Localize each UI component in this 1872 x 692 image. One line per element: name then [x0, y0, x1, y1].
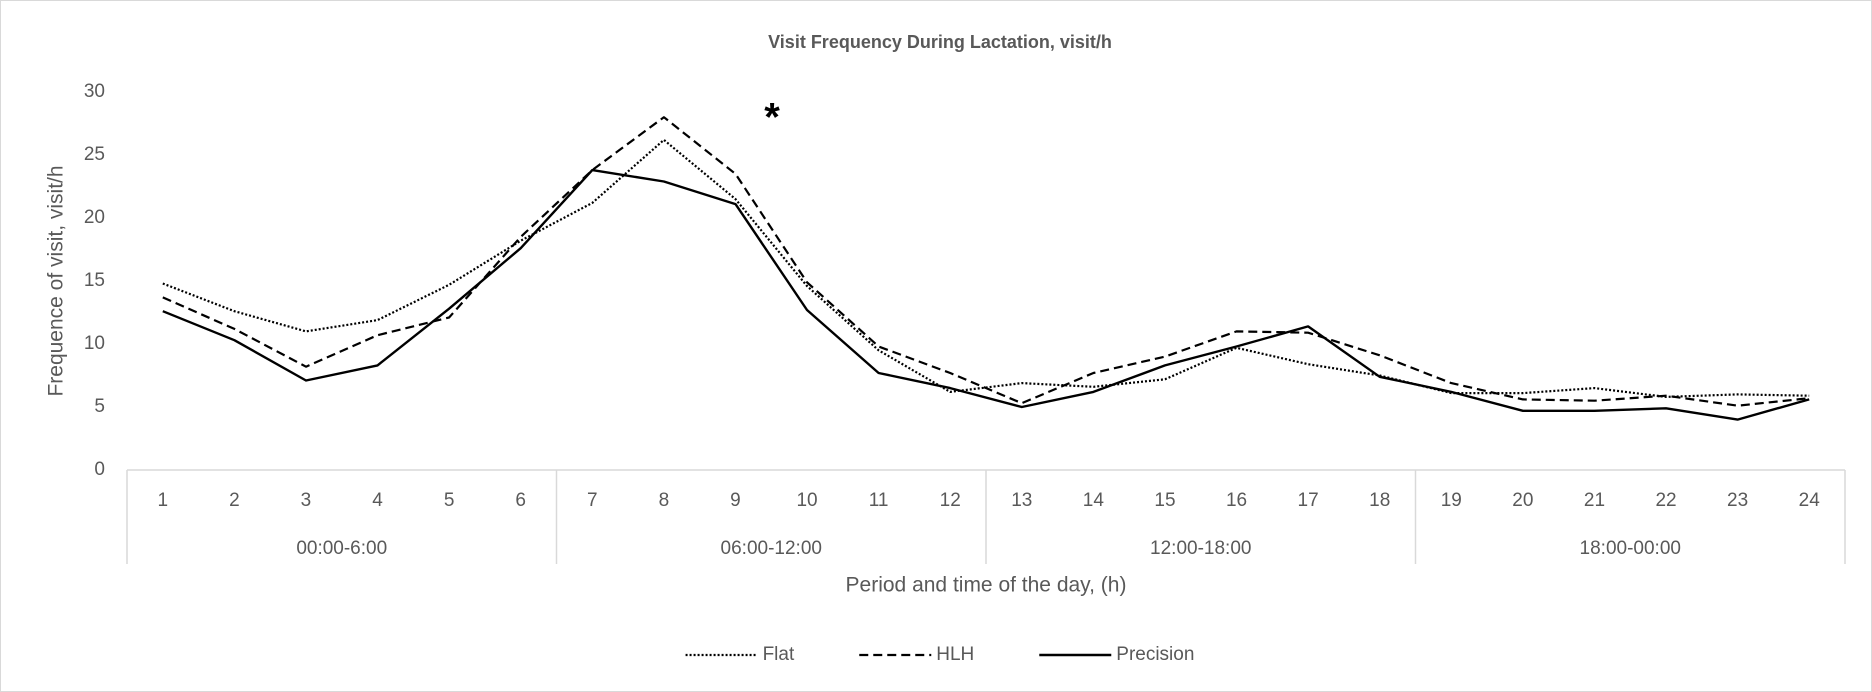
annotation: * [764, 96, 780, 140]
y-tick-label: 10 [84, 333, 105, 354]
y-tick-label: 5 [94, 396, 105, 417]
group-label: 18:00-00:00 [1580, 538, 1681, 559]
y-tick-label: 15 [84, 270, 105, 291]
y-tick-label: 30 [84, 81, 105, 102]
y-tick-label: 25 [84, 144, 105, 165]
y-tick-label: 20 [84, 207, 105, 228]
x-tick-label: 12 [940, 490, 961, 511]
x-tick-label: 10 [796, 490, 817, 511]
x-tick-label: 16 [1226, 490, 1247, 511]
x-tick-label: 18 [1369, 490, 1390, 511]
x-tick-label: 22 [1655, 490, 1676, 511]
legend-label: HLH [936, 644, 974, 665]
x-axis-title: Period and time of the day, (h) [846, 574, 1127, 597]
x-tick-label: 13 [1011, 490, 1032, 511]
x-tick-label: 2 [229, 490, 240, 511]
chart-title: Visit Frequency During Lactation, visit/… [768, 32, 1112, 52]
group-label: 00:00-6:00 [296, 538, 387, 559]
x-tick-label: 17 [1298, 490, 1319, 511]
group-label: 06:00-12:00 [721, 538, 822, 559]
x-tick-label: 14 [1083, 490, 1105, 511]
x-tick-label: 4 [372, 490, 383, 511]
x-tick-label: 3 [301, 490, 312, 511]
y-axis-title: Frequence of visit, visit/h [45, 165, 68, 396]
x-tick-label: 24 [1799, 490, 1821, 511]
x-tick-label: 5 [444, 490, 455, 511]
x-tick-label: 21 [1584, 490, 1605, 511]
legend-label: Precision [1116, 644, 1194, 665]
series-line [162, 116, 1810, 407]
x-tick-label: 23 [1727, 490, 1748, 511]
x-tick-label: 19 [1441, 490, 1462, 511]
x-tick-label: 15 [1154, 490, 1175, 511]
x-tick-label: 11 [869, 490, 889, 511]
y-tick-label: 0 [94, 459, 105, 480]
x-tick-label: 6 [515, 490, 526, 511]
x-tick-label: 8 [659, 490, 670, 511]
group-label: 12:00-18:00 [1150, 538, 1251, 559]
legend-label: Flat [763, 644, 795, 665]
x-tick-label: 7 [587, 490, 598, 511]
x-tick-label: 20 [1512, 490, 1533, 511]
series-line [162, 168, 1810, 421]
x-tick-label: 9 [730, 490, 741, 511]
x-tick-label: 1 [158, 490, 169, 511]
